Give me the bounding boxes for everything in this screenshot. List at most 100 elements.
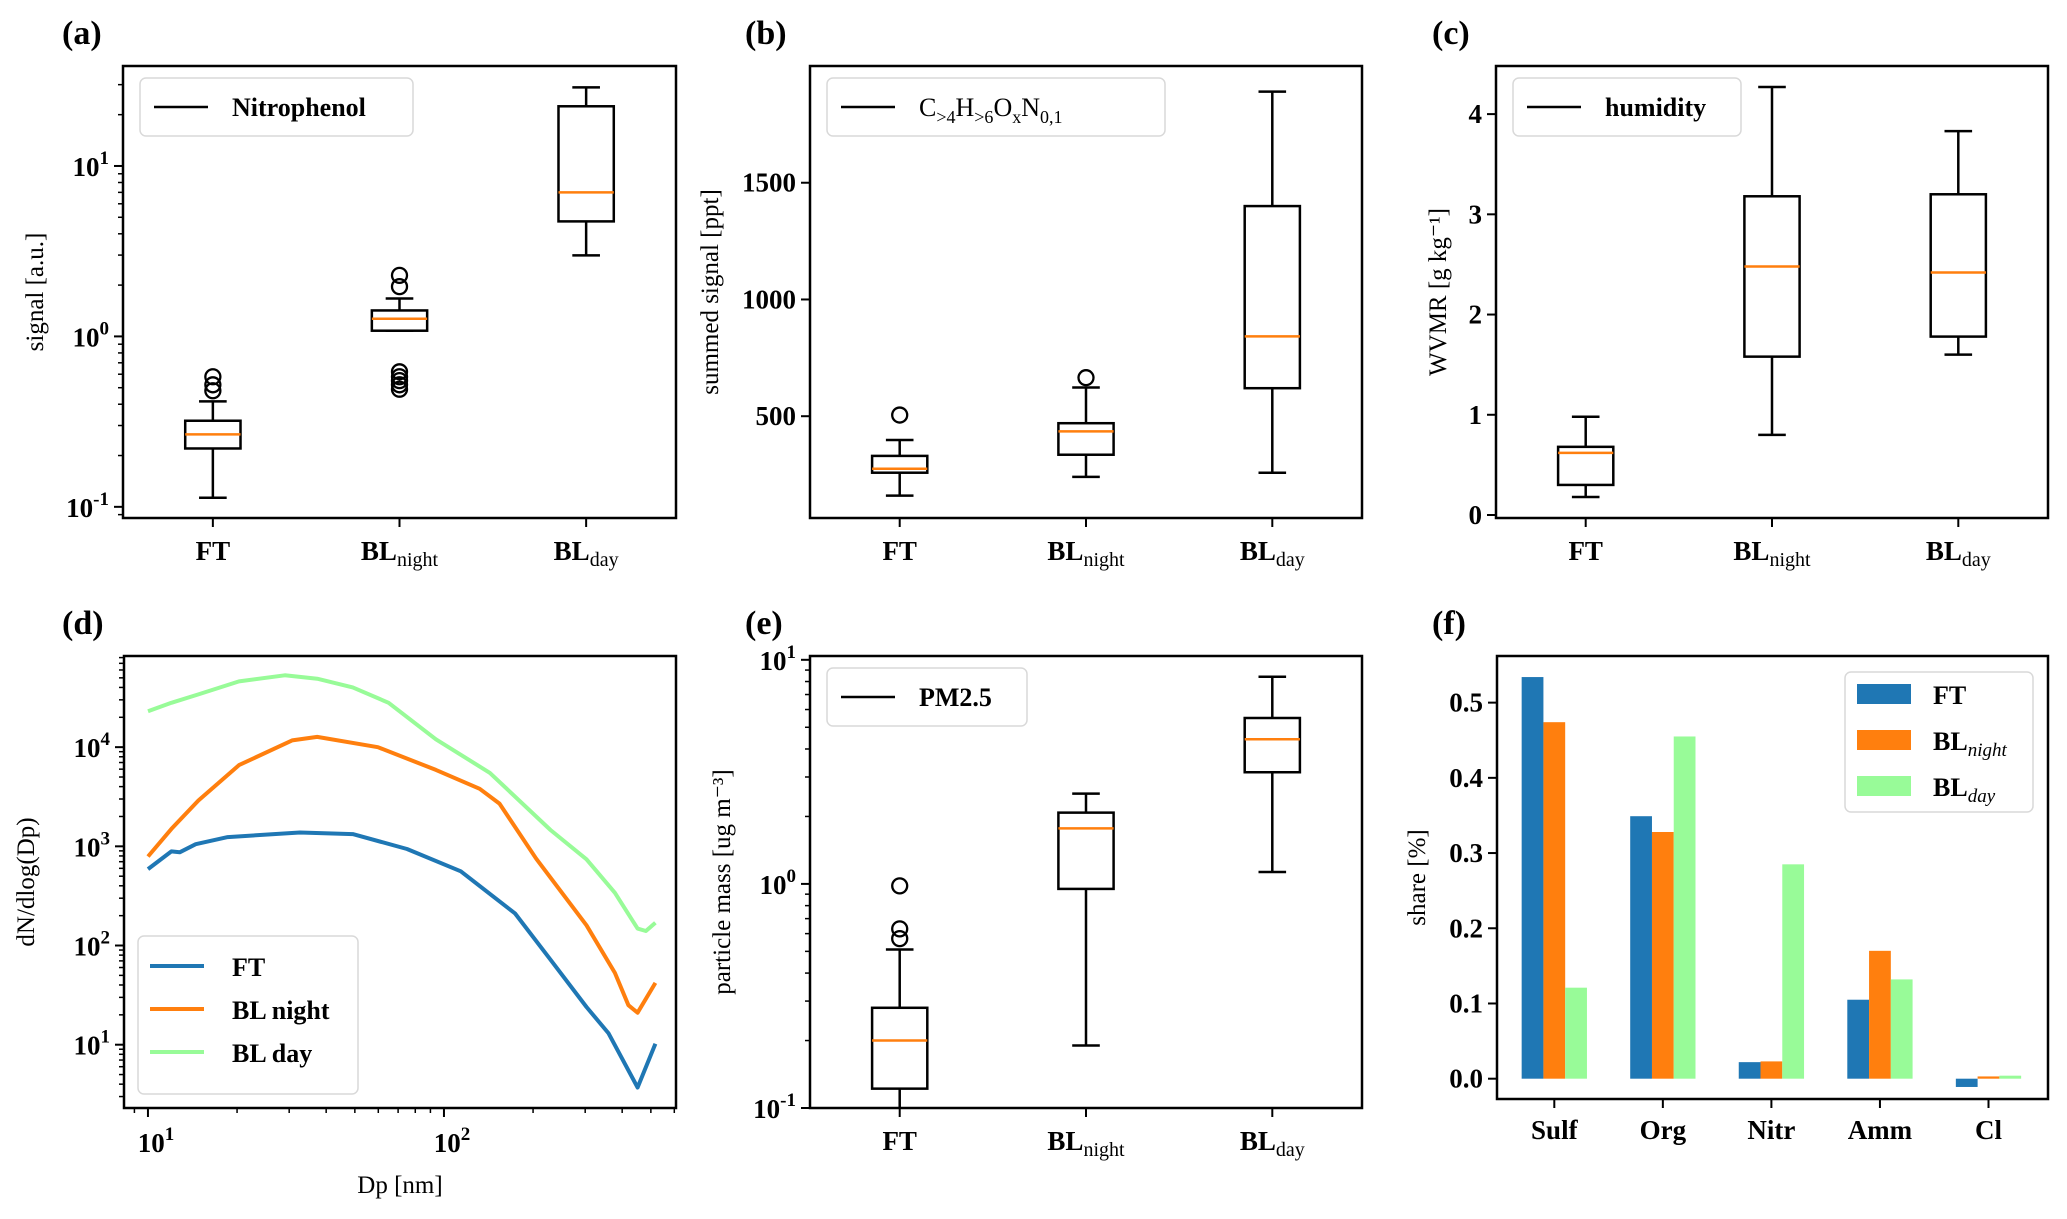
- y-tick-label-base: 10: [74, 1031, 101, 1061]
- legend-label: BLday: [1933, 773, 1996, 807]
- category-main: BL: [1240, 1126, 1276, 1156]
- y-tick-label-base: 10: [74, 932, 101, 962]
- y-tick-label: 104: [74, 729, 111, 763]
- y-tick-label: 103: [74, 828, 111, 862]
- y-tick-label-base: 10: [760, 646, 787, 676]
- bar-BL_night-cl: [1977, 1076, 2000, 1079]
- legend-formula-symbol: O: [993, 93, 1012, 122]
- x-tick-label: BLnight: [1733, 536, 1811, 571]
- y-axis-label: signal [a.u.]: [22, 233, 49, 352]
- legend-label: Nitrophenol: [232, 93, 366, 122]
- legend-box: [826, 667, 1028, 727]
- box-2: [557, 86, 616, 257]
- x-tick-label-exponent: 2: [461, 1124, 471, 1145]
- box-1: [370, 266, 429, 398]
- y-tick-label: 101: [73, 148, 110, 182]
- outlier-point: [204, 376, 222, 394]
- box-iqr: [870, 1006, 929, 1090]
- y-tick-label-base: 10: [73, 322, 100, 352]
- legend-box: [139, 77, 414, 137]
- y-axis-label: WVMR [g kg⁻¹]: [1425, 208, 1452, 376]
- legend-label: FT: [1933, 681, 1966, 710]
- y-tick-label: 102: [74, 928, 111, 962]
- box-1: [1057, 369, 1115, 479]
- category-subscript: night: [1769, 549, 1811, 571]
- y-axis-label: dN/dlog(Dp): [13, 817, 40, 946]
- legend-swatch-BL_night: [1857, 730, 1911, 750]
- outlier-point: [1077, 369, 1095, 387]
- legend-label: humidity: [1605, 93, 1706, 122]
- x-tick-label: FT: [1568, 536, 1603, 566]
- legend-box: [826, 77, 1166, 137]
- box-iqr: [1929, 193, 1988, 338]
- bar-BL_day-nitr: [1782, 864, 1805, 1079]
- x-tick-label: FT: [882, 1126, 917, 1156]
- category-main: BL: [1733, 536, 1769, 566]
- series-line-BL_night: [146, 734, 658, 1015]
- bar-FT-org: [1630, 816, 1652, 1079]
- series-line-FT: [146, 830, 658, 1090]
- x-tick-label: BLday: [1240, 536, 1305, 571]
- y-tick-label-base: 10: [74, 832, 101, 862]
- bar-BL_day-cl: [1999, 1075, 2022, 1079]
- panel-label: (e): [745, 605, 783, 642]
- x-tick-label: FT: [196, 536, 231, 566]
- legend-swatch-FT: [1857, 684, 1911, 704]
- bar-BL_night-sulf: [1543, 722, 1566, 1079]
- outlier-point: [390, 380, 409, 398]
- category-main: FT: [882, 1126, 917, 1156]
- category-main: BL: [361, 536, 397, 566]
- legend-label-main: BL: [1933, 773, 1968, 802]
- legend-label: C>4H>6OxN0,1: [919, 93, 1063, 127]
- legend-formula-subscript: >6: [974, 107, 993, 127]
- x-tick-label: 102: [434, 1124, 471, 1158]
- y-tick-label: 0: [1469, 500, 1483, 530]
- legend: C>4H>6OxN0,1: [826, 77, 1166, 137]
- x-tick-label: FT: [882, 536, 917, 566]
- category-main: BL: [1047, 536, 1083, 566]
- x-tick-label: 101: [138, 1124, 175, 1158]
- bar-FT-sulf: [1521, 677, 1544, 1079]
- legend-formula-symbol: C: [919, 93, 936, 122]
- category-subscript: day: [1276, 1139, 1305, 1161]
- x-tick-label-base: 10: [138, 1128, 165, 1158]
- legend-label-subscript: day: [1968, 786, 1996, 807]
- box-iqr: [370, 309, 429, 332]
- box-iqr: [557, 105, 616, 223]
- legend-formula-subscript: >4: [936, 107, 955, 127]
- category-subscript: day: [1962, 549, 1991, 571]
- y-tick-label: 0.1: [1449, 988, 1483, 1018]
- x-tick-label: Nitr: [1747, 1115, 1795, 1145]
- y-tick-label-exponent: 1: [787, 642, 797, 663]
- legend-formula-symbol: N: [1021, 93, 1040, 122]
- y-tick-label-base: 10: [66, 493, 93, 523]
- y-tick-label: 1500: [742, 168, 796, 198]
- y-axis-label: particle mass [ug m⁻³]: [709, 769, 736, 995]
- box-2: [1243, 675, 1302, 874]
- outlier-point: [390, 363, 409, 381]
- outlier-point: [891, 877, 909, 895]
- legend: FT BLnight BLday: [1844, 671, 2034, 813]
- x-tick-label: BLnight: [1047, 1126, 1125, 1161]
- x-tick-label: BLday: [1240, 1126, 1305, 1161]
- y-tick-label-exponent: 3: [101, 828, 111, 849]
- legend-label-subscript: night: [1968, 740, 2008, 761]
- legend-label-main: FT: [1933, 681, 1966, 710]
- y-axis-label: summed signal [ppt]: [697, 189, 724, 395]
- bar-BL_day-sulf: [1565, 987, 1587, 1079]
- x-tick-label: Amm: [1848, 1115, 1913, 1145]
- legend: humidity: [1512, 77, 1742, 137]
- legend-label: PM2.5: [919, 683, 992, 712]
- box-1: [1743, 85, 1801, 437]
- legend-formula-subscript: 0,1: [1040, 107, 1063, 127]
- series-line-BL_day: [147, 673, 657, 933]
- y-tick-label-exponent: -1: [780, 1090, 796, 1111]
- x-tick-label: BLnight: [361, 536, 439, 571]
- y-tick-label-base: 10: [73, 152, 100, 182]
- y-tick-label: 0.5: [1449, 688, 1483, 718]
- category-subscript: night: [397, 549, 439, 571]
- legend-formula-symbol: H: [956, 93, 975, 122]
- x-tick-label: Org: [1640, 1115, 1687, 1145]
